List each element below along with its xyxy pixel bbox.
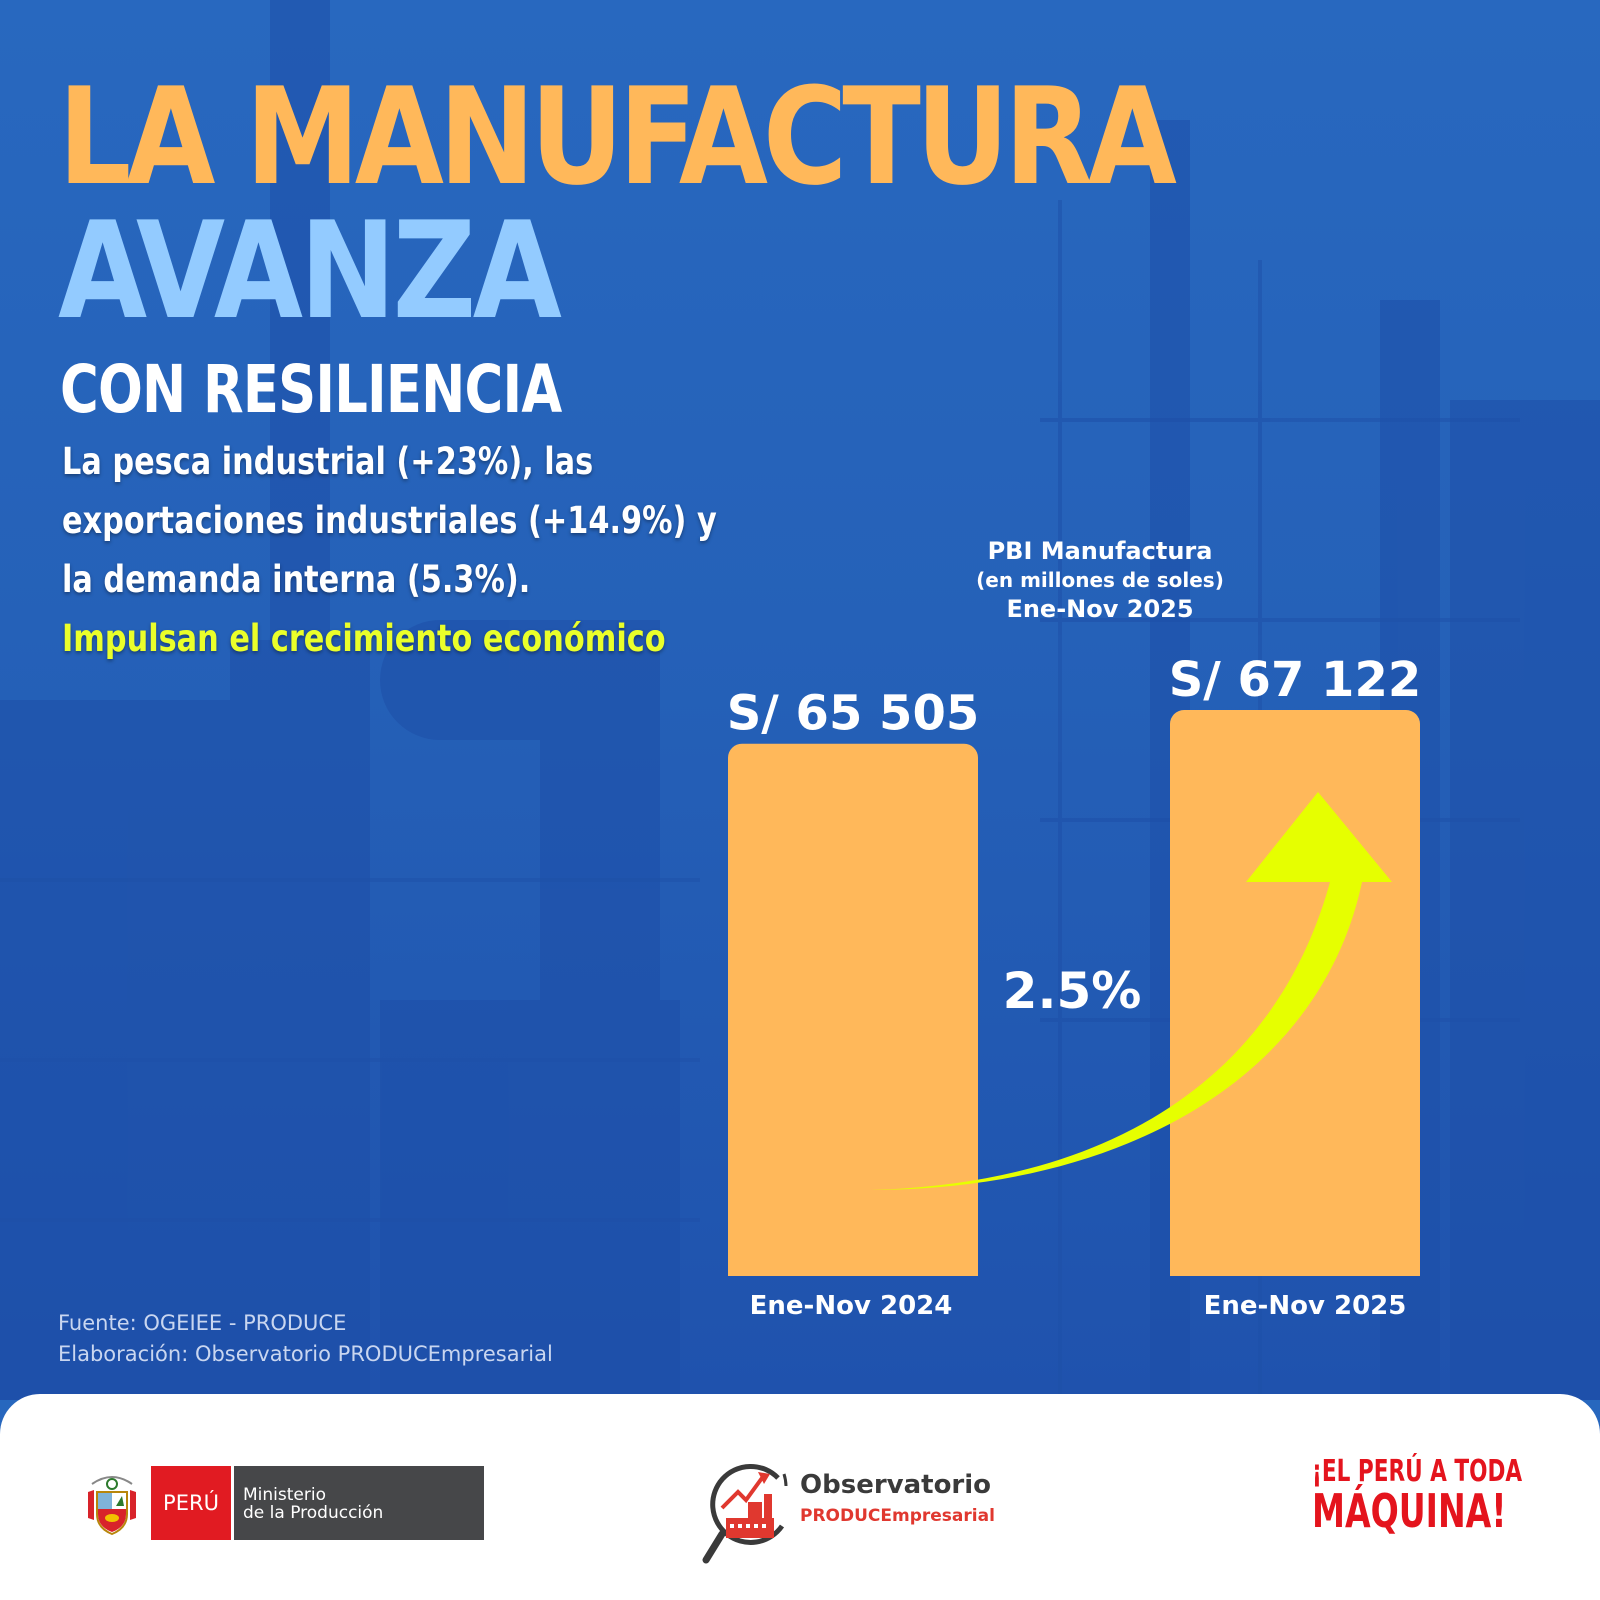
source-fuente: Fuente: OGEIEE - PRODUCE	[58, 1311, 347, 1335]
chart-title: PBI Manufactura	[987, 537, 1213, 565]
headline-line-1: LA MANUFACTURA	[58, 59, 1177, 215]
source-note: Fuente: OGEIEE - PRODUCE Elaboración: Ob…	[58, 1308, 553, 1370]
headline-line-2: AVANZA	[58, 193, 562, 349]
source-elaboracion: Elaboración: Observatorio PRODUCEmpresar…	[58, 1342, 553, 1366]
slogan-line-1: ¡EL PERÚ A TODA	[1312, 1454, 1523, 1489]
industrial-background	[0, 0, 1600, 1400]
bar-1	[728, 743, 978, 1276]
chart-period: Ene-Nov 2025	[1006, 595, 1194, 623]
ministry-name: Ministerio de la Producción	[234, 1466, 484, 1540]
chart-title-block: PBI Manufactura (en millones de soles) E…	[880, 536, 1320, 624]
value-label: S/ 67 122	[1169, 652, 1422, 708]
category-label: Ene-Nov 2025	[1204, 1291, 1407, 1321]
coat-of-arms-icon	[88, 1476, 136, 1536]
bar-base-2	[1170, 1256, 1420, 1276]
ministry-line-1: Ministerio	[243, 1485, 326, 1505]
highlight-text: Impulsan el crecimiento económico	[62, 617, 666, 660]
ministry-line-2: de la Producción	[243, 1503, 384, 1523]
bar-base-1	[728, 1256, 978, 1276]
category-label: Ene-Nov 2024	[750, 1291, 953, 1321]
slogan-line-2: MÁQUINA!	[1312, 1484, 1507, 1538]
growth-label: 2.5%	[1003, 962, 1142, 1020]
slogan: ¡EL PERÚ A TODA MÁQUINA!	[1312, 1454, 1523, 1538]
value-label: S/ 65 505	[727, 686, 980, 742]
growth-arrow-icon	[870, 792, 1392, 1190]
ministry-logo: PERÚ Ministerio de la Producción	[84, 1466, 484, 1542]
observatorio-logo: Observatorio PRODUCEmpresarial	[700, 1456, 1020, 1566]
chart-subtitle: (en millones de soles)	[976, 568, 1224, 592]
bar-chart: 2.5% S/ 65 505 Ene-Nov 2024 S/ 67 122 Ene-N…	[727, 652, 1422, 1321]
body-line: La pesca industrial (+23%), las	[62, 440, 594, 483]
labels-group: S/ 65 505 Ene-Nov 2024 S/ 67 122 Ene-Nov 20…	[727, 652, 1422, 1321]
headline-line-3: CON RESILIENCIA	[60, 351, 562, 428]
body-paragraph: La pesca industrial (+23%), las exportac…	[62, 432, 717, 609]
observatorio-name: Observatorio	[800, 1470, 992, 1500]
body-line: exportaciones industriales (+14.9%) y	[62, 499, 717, 542]
magnifier-factory-icon	[702, 1463, 788, 1564]
peru-label: PERÚ	[151, 1466, 231, 1540]
observatorio-subname: PRODUCEmpresarial	[800, 1506, 995, 1526]
body-line: la demanda interna (5.3%).	[62, 558, 531, 601]
